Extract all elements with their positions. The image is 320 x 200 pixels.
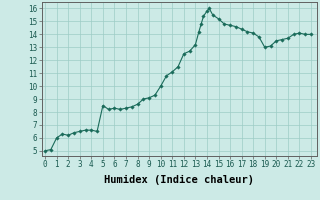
X-axis label: Humidex (Indice chaleur): Humidex (Indice chaleur) — [104, 175, 254, 185]
